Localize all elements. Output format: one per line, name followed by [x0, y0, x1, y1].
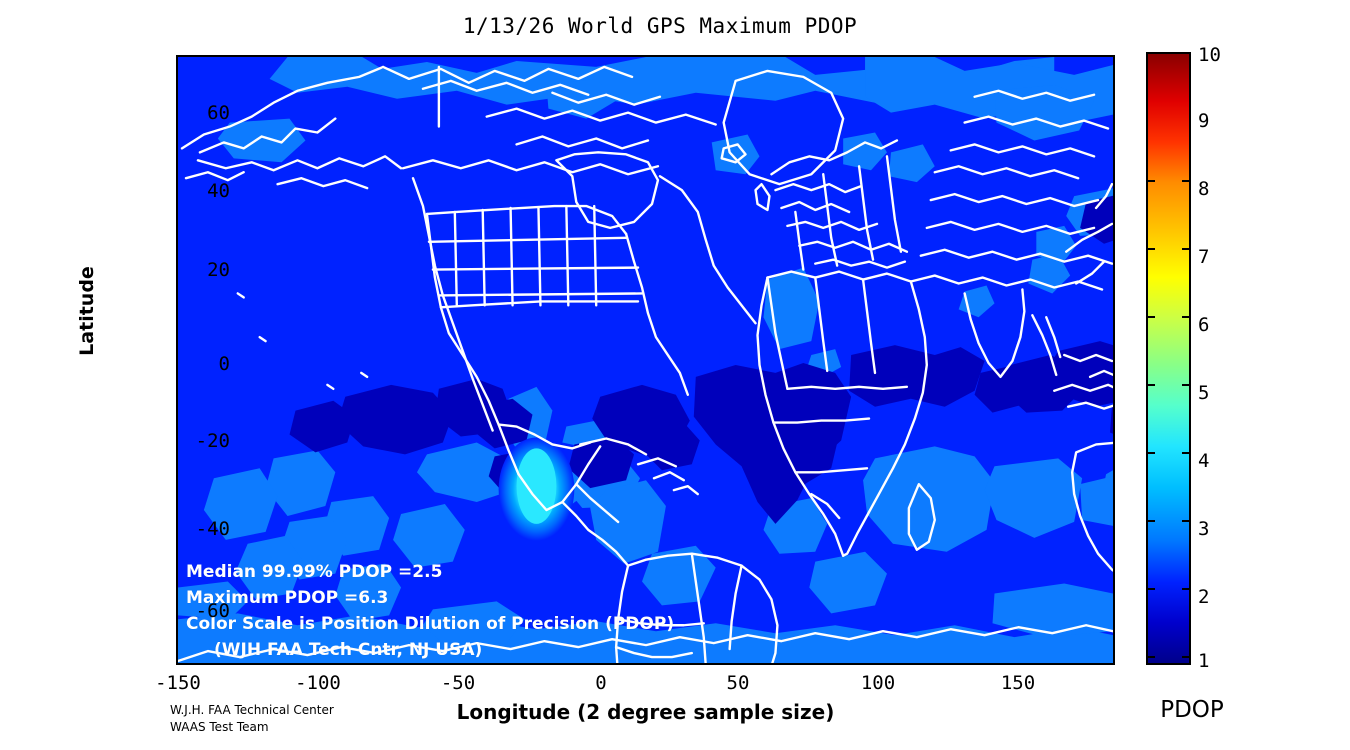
- colorbar-label-4: 4: [1198, 450, 1210, 472]
- x-tick-neg150: -150: [155, 672, 201, 694]
- y-tick-60: 60: [207, 102, 230, 124]
- x-axis-label: Longitude (2 degree sample size): [456, 700, 835, 724]
- colorbar-tick-6-left: [1148, 384, 1155, 386]
- colorbar-label-5: 5: [1198, 382, 1210, 404]
- colorbar-tick-2-left: [1148, 656, 1155, 658]
- coastline-overlay: [178, 65, 1113, 663]
- pdop-band-1p6: [289, 195, 1113, 524]
- x-tick-neg50: -50: [440, 672, 476, 694]
- colorbar-gradient: [1148, 54, 1189, 663]
- colorbar-tick-7-right: [1182, 316, 1189, 318]
- colorbar-label-6: 6: [1198, 314, 1210, 336]
- colorbar-label-1: 1: [1198, 650, 1210, 672]
- colorbar-tick-4-right: [1182, 520, 1189, 522]
- y-tick-20: 20: [207, 259, 230, 281]
- map-plot-area: Median 99.99% PDOP =2.5 Maximum PDOP =6.…: [176, 55, 1115, 665]
- pdop-hotspot-chile: [498, 437, 575, 541]
- x-tick-50: 50: [726, 672, 750, 694]
- y-tick-neg40: -40: [195, 518, 230, 540]
- x-tick-150: 150: [1000, 672, 1036, 694]
- colorbar-tick-8-right: [1182, 248, 1189, 250]
- footer-line-2: WAAS Test Team: [170, 720, 269, 734]
- colorbar-tick-6-right: [1182, 384, 1189, 386]
- colorbar-tick-9-left: [1148, 180, 1155, 182]
- colorbar-label-9: 9: [1198, 110, 1210, 132]
- colorbar-label-3: 3: [1198, 518, 1210, 540]
- x-tick-100: 100: [860, 672, 896, 694]
- colorbar-tick-5-right: [1182, 452, 1189, 454]
- x-tick-0: 0: [595, 672, 607, 694]
- y-tick-neg20: -20: [195, 430, 230, 452]
- colorbar-tick-9-right: [1182, 180, 1189, 182]
- colorbar-tick-4-left: [1148, 520, 1155, 522]
- colorbar-label-8: 8: [1198, 178, 1210, 200]
- colorbar-tick-5-left: [1148, 452, 1155, 454]
- colorbar: [1146, 52, 1191, 665]
- footer-credits: W.J.H. FAA Technical Center WAAS Test Te…: [170, 702, 334, 736]
- colorbar-label-2: 2: [1198, 586, 1210, 608]
- footer-line-1: W.J.H. FAA Technical Center: [170, 703, 334, 717]
- colorbar-label-10: 10: [1198, 44, 1221, 66]
- y-tick-40: 40: [207, 180, 230, 202]
- y-tick-0: 0: [218, 353, 230, 375]
- pdop-heatmap-canvas: [178, 57, 1113, 663]
- colorbar-label-7: 7: [1198, 246, 1210, 268]
- colorbar-tick-3-right: [1182, 588, 1189, 590]
- colorbar-caption: PDOP: [1160, 697, 1224, 723]
- colorbar-tick-8-left: [1148, 248, 1155, 250]
- y-tick-neg60: -60: [195, 600, 230, 622]
- colorbar-tick-7-left: [1148, 316, 1155, 318]
- colorbar-tick-3-left: [1148, 588, 1155, 590]
- chart-title: 1/13/26 World GPS Maximum PDOP: [462, 14, 858, 38]
- x-tick-neg100: -100: [295, 672, 341, 694]
- y-axis-label: Latitude: [76, 266, 98, 356]
- colorbar-tick-2-right: [1182, 656, 1189, 658]
